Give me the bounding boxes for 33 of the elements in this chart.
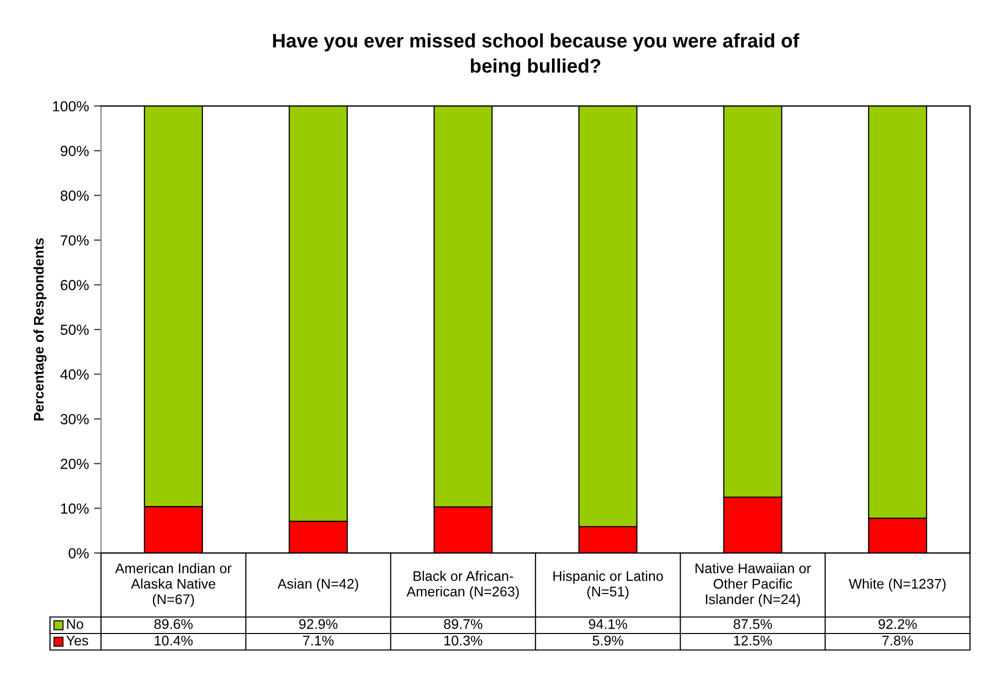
data-label: 89.7%: [444, 619, 482, 629]
y-tick-label: 100%: [53, 101, 89, 112]
x-tick-label: American Indian or Alaska Native (N=67): [115, 563, 232, 607]
y-tick-label: 0%: [68, 548, 89, 558]
y-tick-label: 40%: [60, 369, 89, 380]
legend-label: Yes: [66, 636, 88, 646]
data-label: 92.2%: [878, 619, 917, 629]
data-label: 7.1%: [303, 636, 334, 646]
data-label: 92.9%: [299, 619, 338, 629]
y-tick-label: 90%: [60, 146, 89, 156]
data-label: 10.4%: [154, 636, 193, 646]
data-label: 89.6%: [154, 619, 193, 629]
x-tick-label: Black or African- American (N=263): [406, 570, 519, 600]
y-axis-title: Percentage of Respondents: [33, 238, 47, 420]
y-tick-label: 20%: [60, 458, 89, 470]
data-label: 10.3%: [444, 636, 482, 646]
data-label: 94.1%: [588, 619, 628, 629]
legend-label: No: [67, 619, 84, 629]
data-label: 5.9%: [592, 636, 624, 646]
chart-title: Have you ever missed school because you were afraid of being bullied?: [273, 33, 800, 77]
data-label: 7.8%: [882, 636, 913, 646]
data-label: 87.5%: [734, 619, 772, 629]
y-tick-label: 70%: [60, 235, 89, 246]
x-tick-label: Asian (N=42): [278, 578, 358, 592]
y-tick-label: 50%: [60, 324, 89, 335]
y-tick-label: 10%: [61, 503, 89, 514]
y-tick-label: 30%: [60, 414, 89, 424]
x-tick-label: Native Hawaiian or Other Pacific Islander (N=24): [696, 563, 811, 607]
x-tick-label: White (N=1237): [848, 578, 946, 592]
data-label: 12.5%: [734, 636, 772, 646]
y-tick-label: 60%: [60, 280, 89, 290]
x-tick-label: Hispanic or Latino (N=51): [553, 570, 663, 600]
y-tick-label: 80%: [60, 190, 89, 201]
